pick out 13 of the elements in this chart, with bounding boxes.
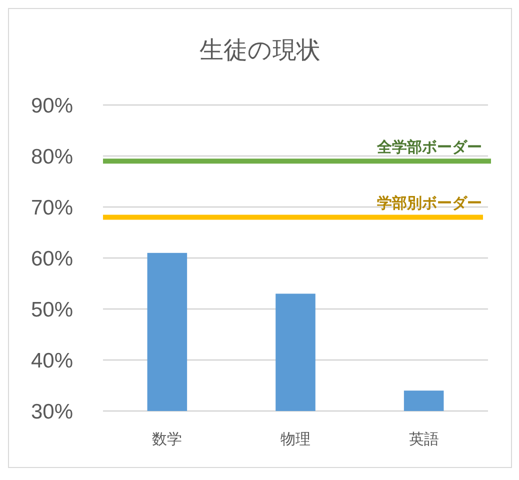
y-tick-label: 50% — [30, 298, 73, 322]
y-tick-label: 70% — [30, 196, 73, 220]
ref-line-label: 全学部ボーダー — [376, 138, 482, 156]
ref-line-label: 学部別ボーダー — [377, 194, 482, 212]
x-tick-label: 数学 — [152, 431, 182, 448]
y-tick-label: 30% — [30, 400, 73, 424]
y-tick-label: 90% — [30, 94, 73, 118]
x-tick-label: 物理 — [280, 431, 310, 448]
x-tick-label: 英語 — [408, 431, 439, 448]
y-tick-label: 40% — [30, 349, 73, 372]
y-tick-label: 60% — [30, 247, 73, 270]
chart-title: 生徒の現状 — [200, 37, 320, 64]
y-tick-label: 80% — [30, 145, 73, 168]
